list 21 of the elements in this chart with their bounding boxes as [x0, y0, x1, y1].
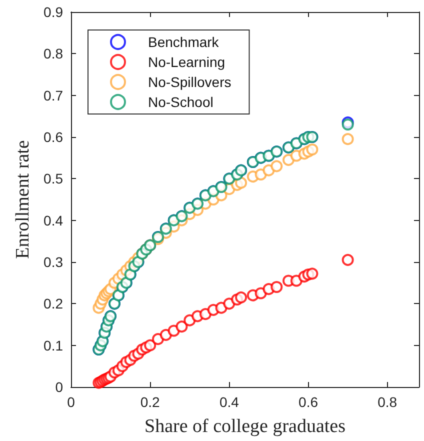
- y-tick-label: 0: [55, 379, 64, 395]
- legend-label: No-School: [148, 94, 214, 110]
- x-tick-label: 0.4: [219, 394, 240, 410]
- y-axis-title: Enrollment rate: [12, 140, 34, 259]
- y-tick-label: 0.4: [44, 212, 64, 228]
- y-tick-label: 0.6: [44, 129, 64, 145]
- x-tick-label: 0.6: [298, 394, 318, 410]
- y-tick-label: 0.2: [44, 296, 64, 312]
- y-tick-label: 0.8: [44, 46, 64, 62]
- y-tick-label: 0.5: [44, 170, 64, 187]
- legend-label: No-Learning: [148, 54, 226, 70]
- x-tick-label: 0: [67, 394, 76, 410]
- y-tick-label: 0.3: [44, 254, 64, 270]
- x-tick-label: 0.2: [140, 394, 160, 410]
- x-axis-title: Share of college graduates: [144, 416, 346, 437]
- y-tick-label: 0.1: [44, 337, 64, 354]
- legend-label: No-Spillovers: [148, 74, 232, 90]
- y-tick-label: 0.9: [44, 4, 64, 20]
- x-tick-label: 0.8: [378, 394, 398, 410]
- legend-label: Benchmark: [148, 34, 220, 50]
- y-tick-label: 0.7: [44, 87, 64, 104]
